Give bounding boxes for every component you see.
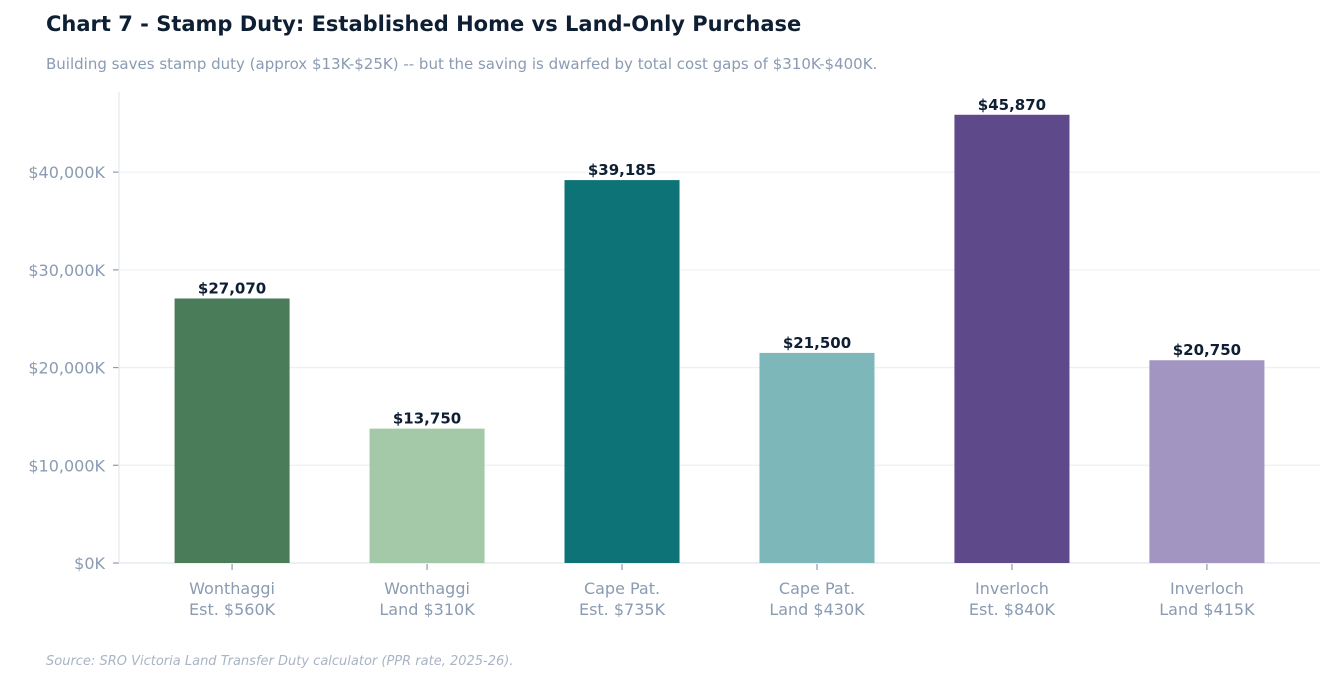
y-tick-label: $0K: [74, 554, 105, 573]
x-tick-label: Inverloch: [1170, 579, 1244, 598]
y-tick-label: $30,000K: [28, 261, 105, 280]
data-label: $27,070: [198, 279, 266, 297]
x-tick-label: Wonthaggi: [189, 579, 275, 598]
bar: [759, 352, 875, 563]
x-tick-label: Cape Pat.: [779, 579, 855, 598]
bar: [1149, 360, 1265, 563]
chart-subtitle: Building saves stamp duty (approx $13K-$…: [46, 55, 878, 73]
x-tick-label: Wonthaggi: [384, 579, 470, 598]
source-note: Source: SRO Victoria Land Transfer Duty …: [46, 654, 514, 669]
x-tick-label: Est. $560K: [189, 600, 276, 619]
data-label: $13,750: [393, 410, 461, 428]
x-tick-label: Land $430K: [769, 600, 865, 619]
y-tick-label: $40,000K: [28, 163, 105, 182]
bar: [174, 298, 290, 563]
y-tick-label: $20,000K: [28, 359, 105, 378]
y-tick-label: $10,000K: [28, 456, 105, 475]
bar: [564, 180, 680, 563]
x-tick-label: Cape Pat.: [584, 579, 660, 598]
data-label: $45,870: [978, 96, 1046, 114]
x-tick-label: Est. $840K: [969, 600, 1056, 619]
x-tick-label: Land $415K: [1159, 600, 1255, 619]
data-label: $21,500: [783, 334, 851, 352]
bar: [954, 114, 1070, 564]
bar: [369, 428, 485, 563]
x-tick-label: Est. $735K: [579, 600, 666, 619]
data-label: $39,185: [588, 161, 656, 179]
x-tick-label: Land $310K: [379, 600, 475, 619]
x-tick-label: Inverloch: [975, 579, 1049, 598]
chart-title: Chart 7 - Stamp Duty: Established Home v…: [46, 12, 802, 36]
data-label: $20,750: [1173, 341, 1241, 359]
